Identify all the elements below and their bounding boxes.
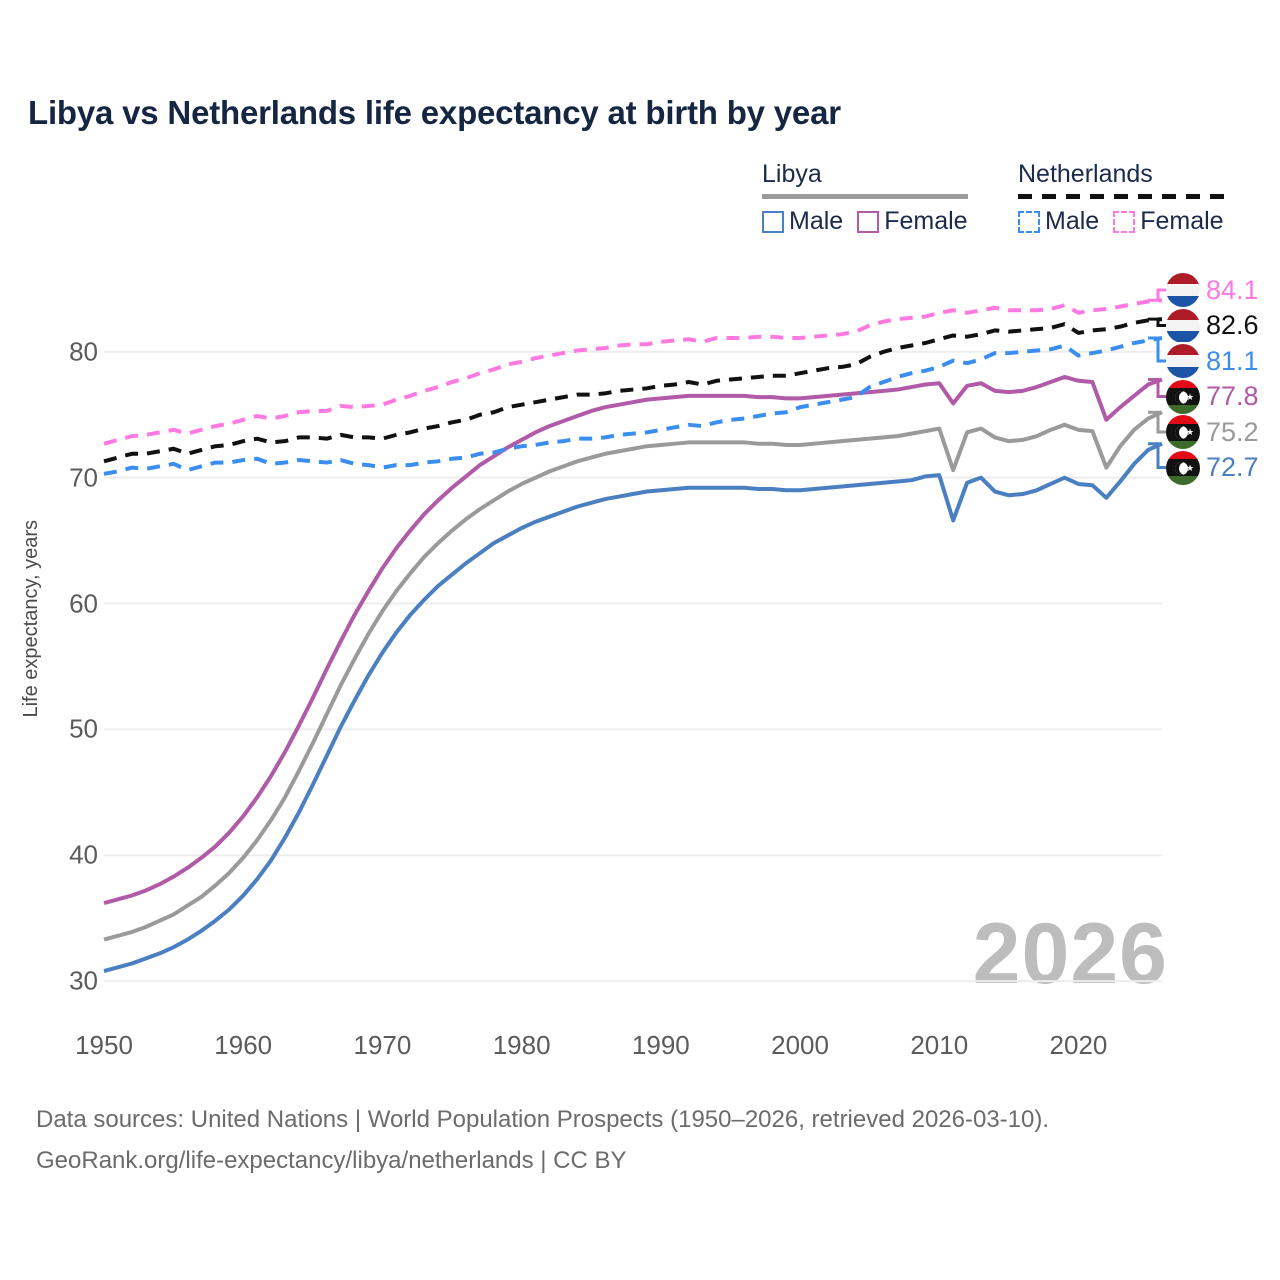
series-line-libya-female — [103, 374, 1163, 906]
series-line-libya-male — [103, 441, 1163, 973]
series-line-netherlands-female — [103, 298, 1163, 446]
y-tick-70: 70 — [69, 462, 98, 493]
legend-item-netherlands-female[interactable]: Female — [1113, 207, 1224, 236]
y-tick-30: 30 — [69, 965, 98, 996]
y-tick-40: 40 — [69, 839, 98, 870]
x-tick-1980: 1980 — [492, 1030, 551, 1060]
end-label-netherlands-female: 84.1 — [1166, 272, 1259, 308]
end-value-netherlands-female: 84.1 — [1206, 274, 1259, 305]
legend-label-netherlands-female: Female — [1140, 207, 1224, 235]
x-tick-1990: 1990 — [631, 1030, 690, 1060]
series-lines — [103, 298, 1163, 973]
year-watermark: 2026 — [972, 906, 1168, 1002]
legend-group-netherlands: Netherlands Male Female — [1018, 160, 1224, 236]
connector-libya-total — [1148, 410, 1166, 434]
connector-netherlands-total — [1148, 317, 1166, 327]
y-tick-50: 50 — [69, 713, 98, 744]
footer-attribution: GeoRank.org/life-expectancy/libya/nether… — [36, 1147, 627, 1174]
legend-rule-libya — [762, 194, 968, 199]
end-label-netherlands-male: 81.1 — [1166, 343, 1259, 379]
netherlands-flag-icon — [1166, 344, 1200, 378]
libya-flag-icon: ★ — [1166, 379, 1200, 414]
end-connectors — [1148, 288, 1166, 469]
legend-group-title-libya: Libya — [762, 160, 822, 188]
legend-swatch-libya-male — [762, 210, 784, 233]
end-value-netherlands-total: 82.6 — [1206, 310, 1259, 340]
legend-group-title-netherlands: Netherlands — [1018, 160, 1153, 188]
x-tick-2000: 2000 — [771, 1030, 829, 1060]
end-value-libya-male: 72.7 — [1206, 452, 1259, 482]
connector-netherlands-female — [1148, 288, 1166, 302]
end-value-libya-total: 75.2 — [1206, 416, 1259, 447]
series-line-netherlands-male — [103, 336, 1163, 476]
connector-netherlands-male — [1148, 336, 1166, 363]
series-line-netherlands-total — [103, 317, 1163, 464]
connector-libya-female — [1148, 378, 1166, 398]
x-tick-2010: 2010 — [910, 1030, 969, 1060]
legend-group-libya: Libya Male Female — [762, 160, 968, 236]
end-label-libya-male: ★ 72.7 — [1166, 450, 1259, 486]
netherlands-flag-icon — [1166, 273, 1200, 307]
y-tick-60: 60 — [69, 588, 98, 619]
legend-label-netherlands-male: Male — [1045, 207, 1100, 235]
end-value-netherlands-male: 81.1 — [1206, 345, 1259, 376]
legend-swatch-netherlands-female — [1113, 210, 1136, 233]
y-tick-80: 80 — [69, 336, 98, 367]
libya-flag-icon: ★ — [1166, 450, 1200, 485]
libya-flag-icon: ★ — [1166, 415, 1200, 449]
page-title: Libya vs Netherlands life expectancy at … — [28, 94, 841, 131]
end-label-libya-total: ★ 75.2 — [1166, 414, 1259, 450]
chart-legend: Libya Male Female Netherlands Male — [762, 160, 1252, 244]
legend-swatch-netherlands-male — [1018, 210, 1040, 233]
series-line-libya-total — [103, 410, 1163, 942]
end-label-netherlands-total: 82.6 — [1166, 308, 1259, 344]
x-tick-2020: 2020 — [1049, 1030, 1108, 1060]
legend-label-libya-male: Male — [789, 207, 844, 235]
legend-item-netherlands-male[interactable]: Male — [1018, 207, 1099, 236]
connector-libya-male — [1148, 442, 1166, 469]
legend-label-libya-female: Female — [884, 207, 968, 235]
legend-rule-netherlands — [1018, 194, 1224, 199]
legend-item-libya-female[interactable]: Female — [857, 207, 968, 236]
x-tick-1950: 1950 — [75, 1030, 133, 1060]
gridlines — [104, 350, 1162, 983]
legend-swatch-libya-female — [857, 210, 880, 233]
x-tick-1970: 1970 — [353, 1030, 412, 1060]
x-tick-1960: 1960 — [214, 1030, 273, 1060]
end-label-libya-female: ★ 77.8 — [1166, 379, 1259, 415]
netherlands-flag-icon — [1166, 308, 1200, 343]
end-value-libya-female: 77.8 — [1206, 381, 1259, 411]
legend-item-libya-male[interactable]: Male — [762, 207, 843, 236]
footer-data-sources: Data sources: United Nations | World Pop… — [36, 1106, 1050, 1133]
